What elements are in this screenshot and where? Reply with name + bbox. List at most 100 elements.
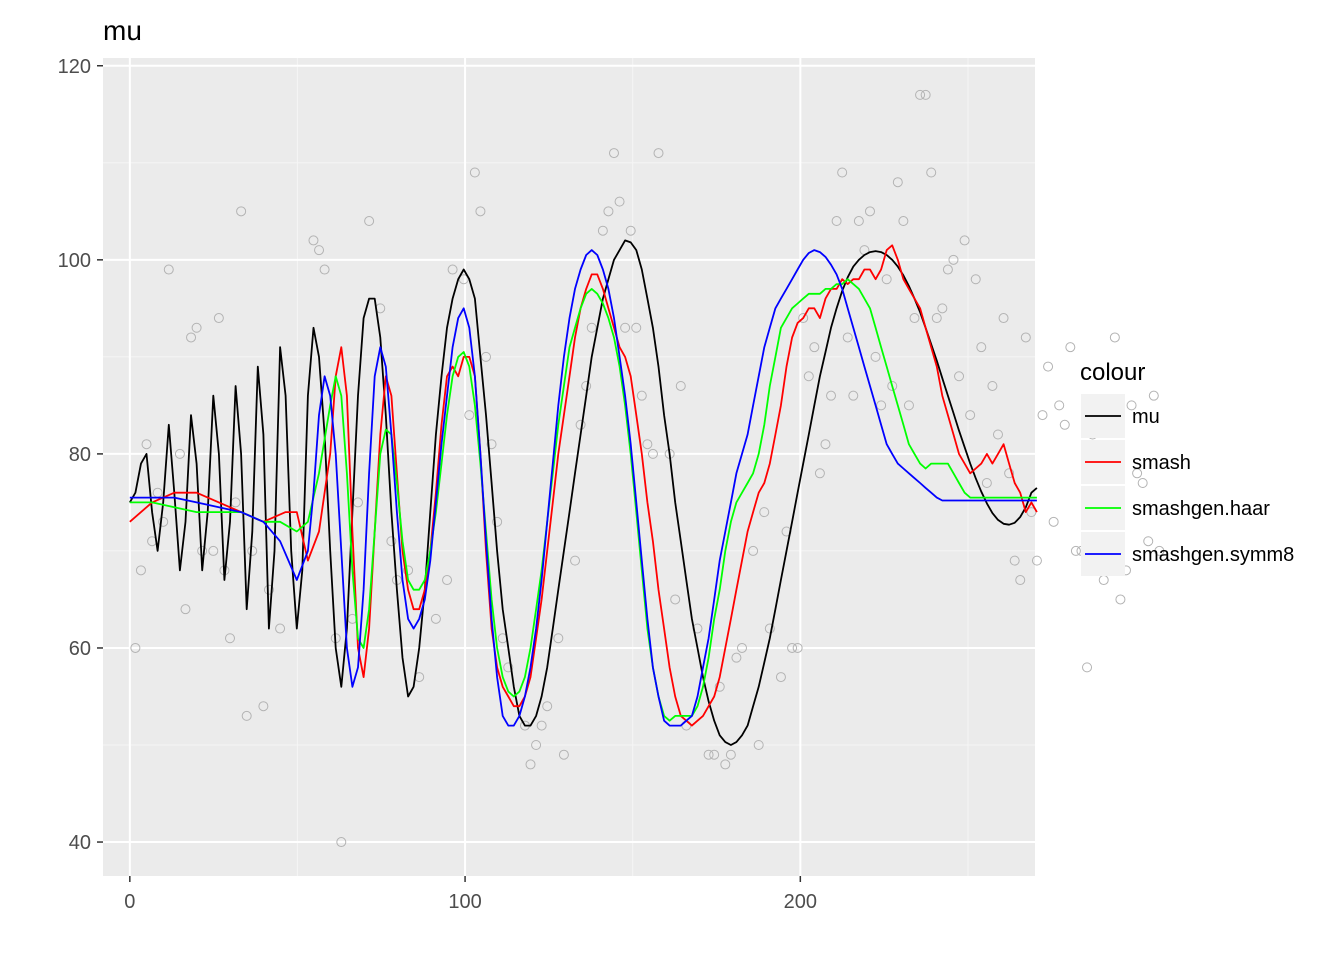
scatter-point bbox=[442, 575, 453, 586]
scatter-point bbox=[764, 623, 775, 634]
scatter-point bbox=[987, 380, 998, 391]
scatter-point bbox=[864, 206, 875, 217]
scatter-point bbox=[625, 225, 636, 236]
scatter-point bbox=[542, 701, 553, 712]
scatter-point bbox=[191, 322, 202, 333]
scatter-point bbox=[748, 545, 759, 556]
scatter-point bbox=[714, 681, 725, 692]
scatter-point bbox=[236, 206, 247, 217]
scatter-point bbox=[525, 759, 536, 770]
scatter-point bbox=[920, 89, 931, 100]
legend-label: smash bbox=[1132, 452, 1191, 474]
scatter-point bbox=[503, 662, 514, 673]
scatter-point bbox=[1154, 545, 1165, 556]
y-tick-label: 80 bbox=[69, 444, 91, 466]
scatter-point bbox=[876, 400, 887, 411]
y-tick-label: 120 bbox=[58, 56, 91, 78]
scatter-point bbox=[180, 604, 191, 615]
scatter-point bbox=[803, 371, 814, 382]
scatter-point bbox=[870, 351, 881, 362]
scatter-point bbox=[965, 410, 976, 421]
scatter-point bbox=[558, 749, 569, 760]
y-tick-label: 100 bbox=[58, 250, 91, 272]
axes: 40 60 80 100 120 0 100 200 bbox=[58, 56, 817, 913]
scatter-point bbox=[853, 216, 864, 227]
scatter-point bbox=[1115, 594, 1126, 605]
scatter-point bbox=[915, 89, 926, 100]
scatter-point bbox=[308, 235, 319, 246]
scatter-point bbox=[1137, 478, 1148, 489]
scatter-point bbox=[848, 390, 859, 401]
scatter-point bbox=[647, 448, 658, 459]
scatter-point bbox=[1054, 400, 1065, 411]
scatter-point bbox=[981, 478, 992, 489]
scatter-point bbox=[141, 439, 152, 450]
scatter-point bbox=[992, 429, 1003, 440]
scatter-point bbox=[158, 516, 169, 527]
scatter-point bbox=[430, 613, 441, 624]
scatter-point bbox=[186, 332, 197, 343]
scatter-point bbox=[263, 584, 274, 595]
legend-label: smashgen.haar bbox=[1132, 498, 1270, 520]
scatter-point bbox=[892, 177, 903, 188]
legend-label: smashgen.symm8 bbox=[1132, 544, 1294, 566]
scatter-point bbox=[1020, 332, 1031, 343]
scatter-point bbox=[1109, 332, 1120, 343]
scatter-point bbox=[1031, 555, 1042, 566]
series-lines bbox=[129, 239, 1038, 746]
scatter-point bbox=[1065, 342, 1076, 353]
scatter-point bbox=[1143, 536, 1154, 547]
scatter-point bbox=[898, 216, 909, 227]
scatter-point bbox=[1082, 662, 1093, 673]
scatter-point bbox=[130, 642, 141, 653]
scatter-point bbox=[247, 545, 258, 556]
scatter-point bbox=[336, 837, 347, 848]
scatter-point bbox=[736, 642, 747, 653]
scatter-point bbox=[842, 332, 853, 343]
scatter-point bbox=[631, 322, 642, 333]
scatter-point bbox=[447, 264, 458, 275]
scatter-point bbox=[1015, 575, 1026, 586]
scatter-point bbox=[386, 536, 397, 547]
scatter-point bbox=[820, 439, 831, 450]
scatter-point bbox=[486, 439, 497, 450]
scatter-point bbox=[814, 468, 825, 479]
scatter-point bbox=[909, 313, 920, 324]
scatter-point bbox=[570, 555, 581, 566]
scatter-point bbox=[998, 313, 1009, 324]
scatter-point bbox=[725, 749, 736, 760]
scatter-point bbox=[887, 380, 898, 391]
scatter-point bbox=[670, 594, 681, 605]
scatter-point bbox=[469, 167, 480, 178]
scatter-point bbox=[703, 749, 714, 760]
scatter-point bbox=[792, 642, 803, 653]
scatter-point bbox=[1043, 361, 1054, 372]
x-tick-label: 100 bbox=[448, 891, 481, 913]
scatter-point bbox=[1004, 468, 1015, 479]
scatter-point bbox=[475, 206, 486, 217]
scatter-point bbox=[1059, 419, 1070, 430]
scatter-point bbox=[759, 507, 770, 518]
scatter-point bbox=[208, 545, 219, 556]
scatter-point bbox=[275, 623, 286, 634]
scatter-point bbox=[553, 633, 564, 644]
scatter-point bbox=[464, 410, 475, 421]
scatter-point bbox=[970, 274, 981, 285]
scatter-point bbox=[586, 322, 597, 333]
legend: colour mu smash smashgen.haar smashgen.symm… bbox=[1080, 359, 1294, 576]
scatter-point bbox=[937, 303, 948, 314]
scatter-point bbox=[1132, 468, 1143, 479]
scatter-point bbox=[831, 216, 842, 227]
scatter-point bbox=[731, 652, 742, 663]
scatter-point bbox=[709, 749, 720, 760]
scatter-point bbox=[480, 351, 491, 362]
scatter-point bbox=[931, 313, 942, 324]
scatter-point bbox=[787, 642, 798, 653]
scatter-point bbox=[364, 216, 375, 227]
scatter-point bbox=[174, 448, 185, 459]
legend-title: colour bbox=[1080, 359, 1145, 386]
scatter-point bbox=[1009, 555, 1020, 566]
scatter-point bbox=[954, 371, 965, 382]
scatter-point bbox=[319, 264, 330, 275]
